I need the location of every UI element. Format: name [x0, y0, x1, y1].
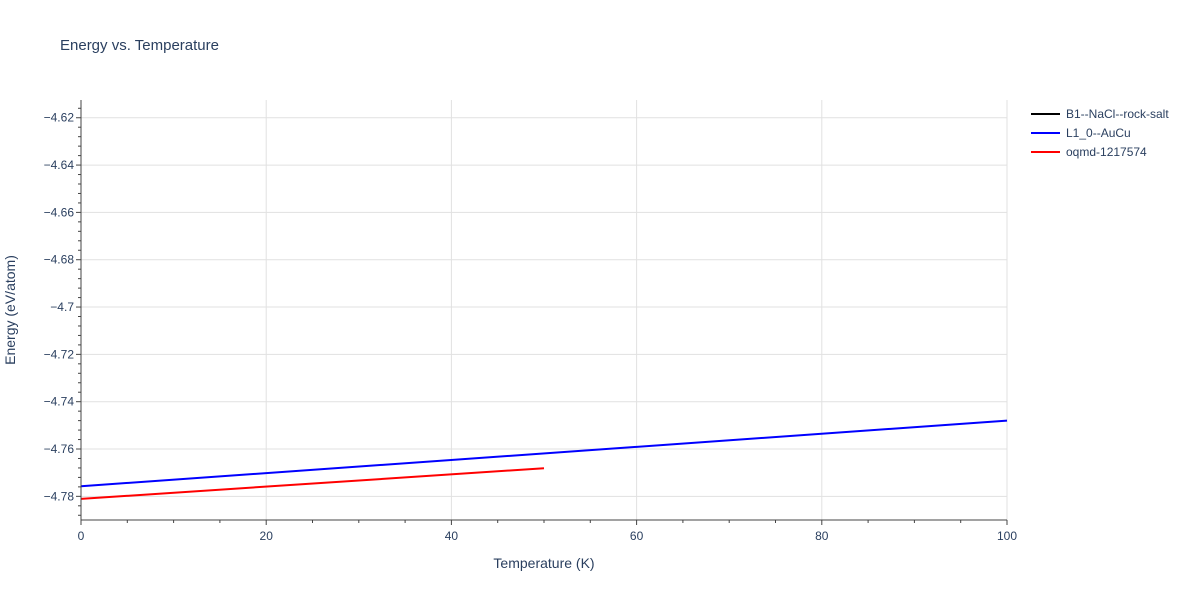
x-tick-label: 80	[815, 529, 829, 543]
y-tick-label: −4.66	[44, 205, 75, 219]
y-tick-label: −4.62	[44, 111, 75, 125]
axes: 0 20 40 60 80 100 −4.78 −4.76 −4.74 −4.72 −4.7 −4.6…	[44, 100, 1017, 543]
x-tick-label: 100	[997, 529, 1017, 543]
x-tick-label: 0	[78, 529, 85, 543]
x-tick-label: 20	[260, 529, 274, 543]
legend-item[interactable]: oqmd-1217574	[1031, 145, 1147, 159]
series-line-L1_0--AuCu	[80, 419, 1008, 488]
y-tick-label: −4.76	[44, 442, 75, 456]
legend[interactable]: B1--NaCl--rock-salt L1_0--AuCu oqmd-121757…	[1031, 107, 1169, 159]
x-tick-label: 60	[630, 529, 644, 543]
y-axis-title: Energy (eV/atom)	[2, 255, 18, 365]
y-tick-label: −4.7	[50, 300, 74, 314]
y-tick-label: −4.68	[44, 253, 75, 267]
grid	[81, 100, 1008, 520]
legend-item[interactable]: L1_0--AuCu	[1031, 126, 1131, 140]
legend-label: B1--NaCl--rock-salt	[1066, 107, 1169, 121]
y-tick-label: −4.78	[44, 489, 75, 503]
y-tick-label: −4.72	[44, 347, 75, 361]
legend-label: oqmd-1217574	[1066, 145, 1147, 159]
legend-item[interactable]: B1--NaCl--rock-salt	[1031, 107, 1169, 121]
y-tick-label: −4.74	[44, 395, 75, 409]
x-axis-title: Temperature (K)	[493, 555, 594, 571]
legend-label: L1_0--AuCu	[1066, 126, 1131, 140]
series-line-oqmd-1217574	[80, 467, 545, 500]
x-tick-label: 40	[445, 529, 459, 543]
series-lines	[80, 419, 1008, 500]
y-tick-label: −4.64	[44, 158, 75, 172]
chart-title: Energy vs. Temperature	[60, 37, 219, 54]
